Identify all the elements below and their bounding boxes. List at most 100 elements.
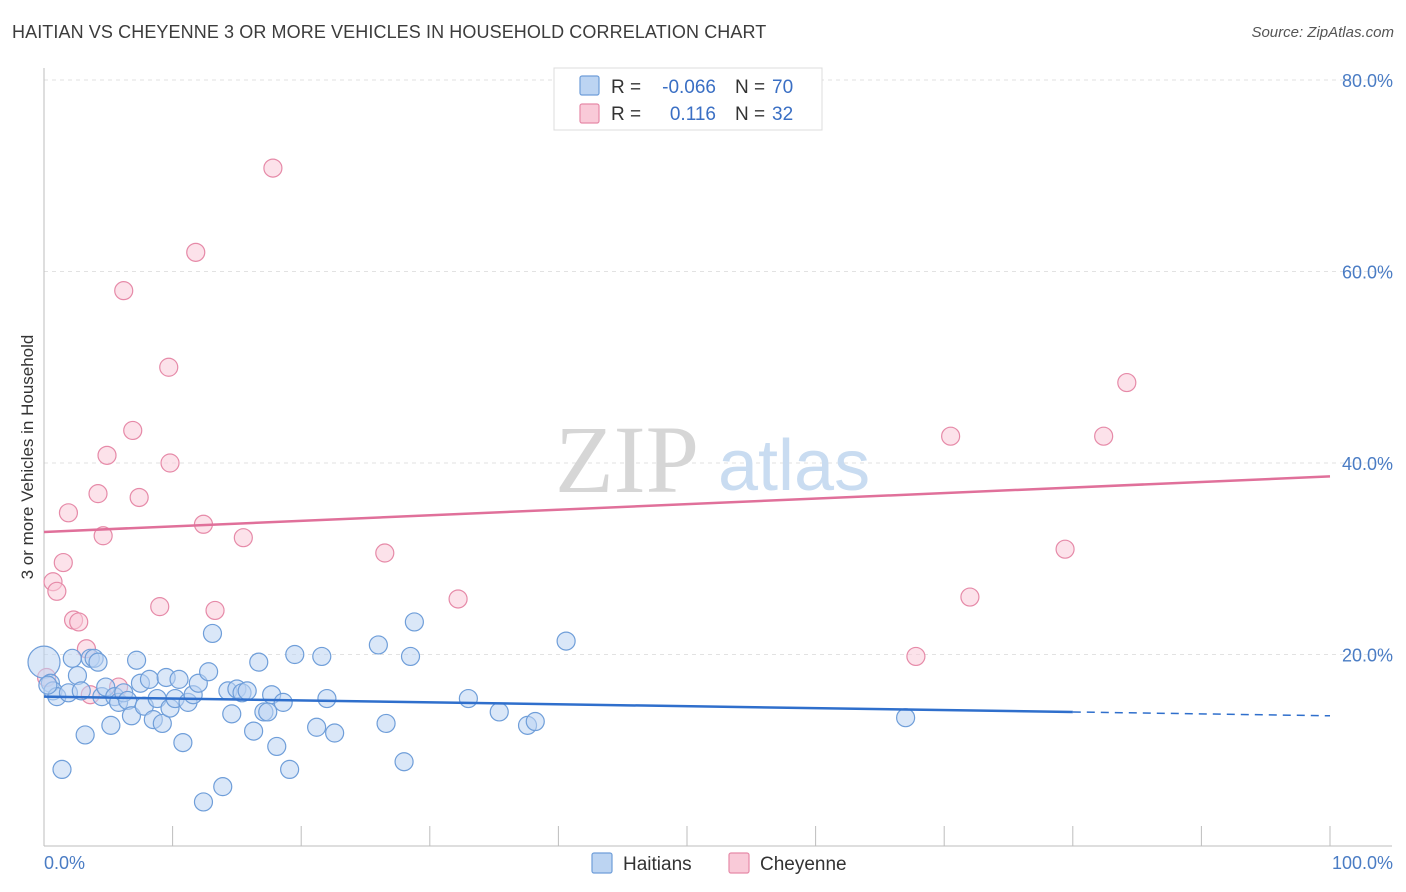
haitians-legend-swatch <box>579 75 600 96</box>
watermark-zip: ZIP <box>555 406 699 513</box>
x-tick-label-max: 100.0% <box>1332 853 1393 873</box>
haitians-r-label: R = <box>611 77 641 98</box>
haitians-point-57 <box>325 723 345 743</box>
haitians-r-value: -0.066 <box>662 77 716 98</box>
haitians-point-31 <box>169 669 189 689</box>
haitians-point-41 <box>222 704 242 724</box>
cheyenne-series-swatch <box>728 852 750 874</box>
haitians-point-39 <box>213 777 233 797</box>
haitians-n-value: 70 <box>772 77 793 98</box>
cheyenne-legend-swatch <box>579 103 600 124</box>
cheyenne-point-2 <box>47 581 67 601</box>
cheyenne-point-19 <box>186 242 206 262</box>
series-legend: Haitians Cheyenne <box>591 852 847 875</box>
source-label: Source: ZipAtlas.com <box>1251 24 1394 41</box>
haitians-point-56 <box>317 688 337 709</box>
haitians-point-64 <box>489 702 509 722</box>
haitians-trend-line <box>43 695 1073 714</box>
y-axis-tick-labels: 20.0% 40.0% 60.0% 80.0% <box>1342 71 1393 666</box>
cheyenne-point-17 <box>159 357 179 377</box>
haitians-point-46 <box>249 652 269 672</box>
haitians-point-9 <box>75 725 95 745</box>
haitians-point-36 <box>193 792 214 812</box>
cheyenne-point-27 <box>941 426 961 446</box>
haitians-point-24 <box>139 669 160 689</box>
y-tick-label-40: 40.0% <box>1342 454 1393 474</box>
haitians-point-8 <box>71 681 91 701</box>
cheyenne-point-4 <box>58 503 79 523</box>
haitians-point-4 <box>52 759 72 780</box>
cheyenne-point-31 <box>1117 372 1137 393</box>
haitians-point-54 <box>307 717 327 737</box>
y-axis-title: 3 or more Vehicles in Household <box>18 335 37 580</box>
cheyenne-point-3 <box>53 552 73 573</box>
stats-legend: R = -0.066 N = 70 R = 0.116 N = 32 <box>553 67 823 131</box>
cheyenne-series-label: Cheyenne <box>760 854 847 875</box>
haitians-point-61 <box>400 646 421 667</box>
haitians-point-0 <box>27 645 61 679</box>
watermark: ZIP atlas <box>555 406 870 513</box>
haitians-series-swatch <box>591 852 613 874</box>
cheyenne-r-value: 0.116 <box>670 104 716 125</box>
x-tick-label-min: 0.0% <box>44 853 85 873</box>
y-tick-label-80: 80.0% <box>1342 71 1393 91</box>
haitians-point-59 <box>376 713 396 734</box>
haitians-point-62 <box>404 612 424 632</box>
cheyenne-n-label: N = <box>735 104 765 125</box>
trend-lines <box>43 475 1331 717</box>
chart-title: HAITIAN VS CHEYENNE 3 OR MORE VEHICLES I… <box>12 22 767 42</box>
cheyenne-point-21 <box>205 600 225 621</box>
gridlines <box>44 79 1392 655</box>
cheyenne-point-24 <box>375 543 395 563</box>
haitians-point-68 <box>896 708 916 728</box>
haitians-trend-extension <box>1072 711 1331 717</box>
haitians-point-38 <box>202 623 223 644</box>
cheyenne-point-14 <box>123 420 143 441</box>
haitians-point-53 <box>285 644 305 665</box>
haitians-n-label: N = <box>735 77 765 98</box>
haitians-point-55 <box>312 646 332 667</box>
x-axis-ticks <box>172 826 1331 846</box>
haitians-point-20 <box>121 706 142 726</box>
haitians-point-69 <box>38 675 58 695</box>
haitians-point-44 <box>237 681 257 701</box>
haitians-point-32 <box>173 732 193 753</box>
haitians-point-66 <box>525 711 545 732</box>
cheyenne-point-28 <box>960 587 980 607</box>
haitians-point-50 <box>267 736 287 757</box>
cheyenne-point-18 <box>160 453 180 473</box>
haitians-point-67 <box>556 631 576 651</box>
haitians-point-37 <box>199 662 219 682</box>
cheyenne-point-25 <box>448 589 468 609</box>
watermark-atlas: atlas <box>718 426 870 506</box>
haitians-series-label: Haitians <box>623 854 692 875</box>
haitians-point-12 <box>88 652 108 672</box>
haitians-point-48 <box>258 702 278 722</box>
cheyenne-trend-line <box>43 475 1331 534</box>
haitians-point-51 <box>273 692 293 712</box>
cheyenne-point-29 <box>1055 539 1075 559</box>
cheyenne-point-15 <box>129 487 149 508</box>
haitians-point-6 <box>62 648 82 668</box>
cheyenne-point-23 <box>263 158 283 178</box>
cheyenne-r-label: R = <box>611 104 641 125</box>
haitians-points <box>27 612 916 812</box>
haitians-point-63 <box>458 688 478 709</box>
y-tick-label-20: 20.0% <box>1342 646 1393 666</box>
haitians-point-45 <box>244 721 264 741</box>
haitians-point-27 <box>152 713 172 734</box>
haitians-point-58 <box>368 635 388 655</box>
cheyenne-point-26 <box>906 646 926 667</box>
cheyenne-point-11 <box>97 445 117 465</box>
y-tick-label-60: 60.0% <box>1342 263 1393 283</box>
haitians-point-15 <box>101 715 121 735</box>
haitians-point-60 <box>394 752 414 772</box>
cheyenne-point-6 <box>69 612 89 632</box>
cheyenne-point-22 <box>233 528 253 548</box>
cheyenne-point-9 <box>88 484 108 504</box>
cheyenne-point-10 <box>93 526 113 546</box>
cheyenne-point-16 <box>150 597 170 617</box>
cheyenne-point-30 <box>1094 426 1114 446</box>
haitians-point-52 <box>280 759 300 780</box>
